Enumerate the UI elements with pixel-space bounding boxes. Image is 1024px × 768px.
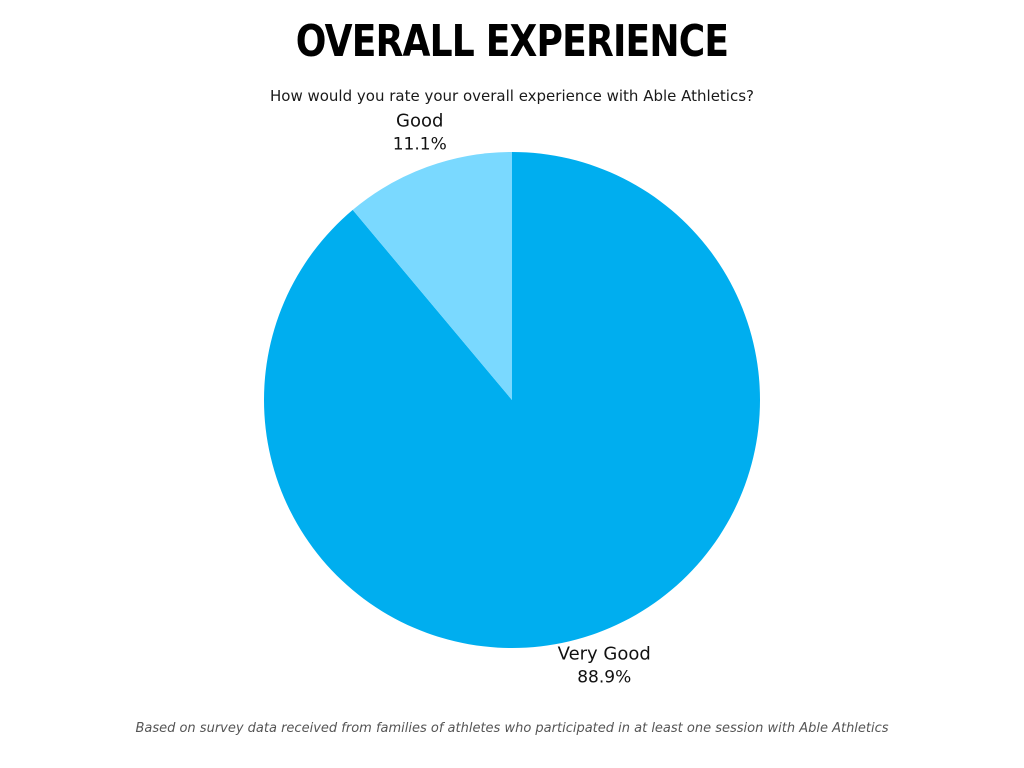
slice-value-very-good: 88.9% bbox=[577, 668, 631, 688]
pie-slice-very-good bbox=[264, 152, 760, 648]
slice-label-very-good: Very Good bbox=[558, 644, 651, 665]
slice-value-good: 11.1% bbox=[393, 134, 447, 154]
chart-subtitle: How would you rate your overall experien… bbox=[269, 87, 754, 105]
pie-slice-good bbox=[352, 152, 512, 400]
pie-slices bbox=[264, 152, 760, 648]
pie-labels: Very Good 88.9% Good 11.1% bbox=[393, 110, 651, 687]
chart-title: OVERALL EXPERIENCE bbox=[295, 16, 729, 67]
slice-label-good: Good bbox=[396, 110, 443, 131]
chart-footnote: Based on survey data received from famil… bbox=[135, 721, 889, 736]
